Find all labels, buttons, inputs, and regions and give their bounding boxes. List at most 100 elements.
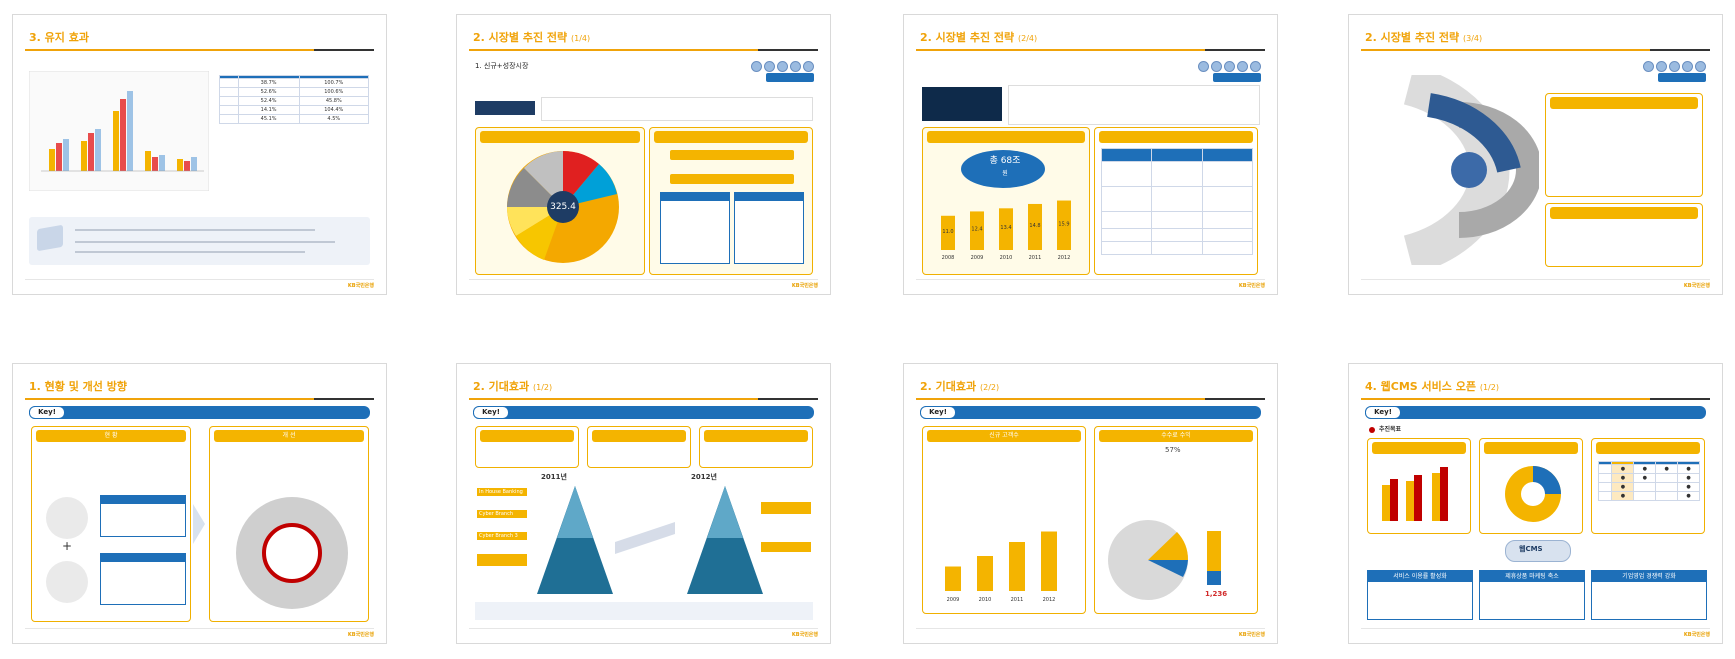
title-rule xyxy=(469,398,818,400)
growth-bars: 11.0 2008 12.4 2009 13.4 2010 14.8 2011 15.9 2012 xyxy=(941,200,1071,261)
document-icon xyxy=(37,224,63,252)
panel-title xyxy=(1596,442,1700,454)
title-rule xyxy=(1361,49,1710,51)
slide-title: 2. 시장별 추진 전략 (1/4) xyxy=(473,29,590,45)
slide-title: 3. 유지 효과 xyxy=(29,31,89,44)
growth-bar xyxy=(970,211,984,250)
key-tag: Key! xyxy=(29,406,65,419)
cell: 104.4% xyxy=(298,105,370,115)
slide-2[interactable]: 2. 시장별 추진 전략 (1/4) 1. 신규+성장시장 325.4 KB국민… xyxy=(456,14,831,295)
note-line xyxy=(75,229,315,231)
panel-title xyxy=(480,430,574,442)
usage-bars xyxy=(1382,467,1448,521)
card-title: 제휴상품 마케팅 축소 xyxy=(1480,571,1584,582)
arc-diagram xyxy=(1403,75,1539,265)
title-rule-dark xyxy=(758,398,818,400)
center-label-pill xyxy=(1505,540,1571,562)
note-line xyxy=(75,251,305,253)
cell: 45.1% xyxy=(237,114,300,124)
customer-bars: 2009 2010 2011 2012 xyxy=(945,531,1057,603)
bottom-card: 서비스 이용률 활성화 xyxy=(1367,570,1473,620)
bottom-card: 기업영업 경쟁력 강화 xyxy=(1591,570,1707,620)
customer-bar xyxy=(1041,531,1057,591)
center-circle xyxy=(262,523,322,583)
partner-logos xyxy=(749,57,814,76)
title-rule-dark xyxy=(314,49,374,51)
brand-logo: KB국민은행 xyxy=(791,283,818,289)
detail-table xyxy=(1100,148,1254,255)
year-label: 2011 xyxy=(1011,597,1024,603)
fee-panel: 수수료 수익 57% 1,236 xyxy=(1094,426,1258,614)
market-tag xyxy=(766,73,814,82)
slide-4[interactable]: 2. 시장별 추진 전략 (3/4) KB국민은행 xyxy=(1348,14,1723,295)
pyramid-label: In House Banking xyxy=(479,489,523,495)
slide-8[interactable]: 4. 웹CMS 서비스 오픈 (1/2) Key! 추진목표 ● ● ● ● ● ● ● … xyxy=(1348,363,1723,644)
title-text: 2. 시장별 추진 전략 xyxy=(920,31,1015,44)
panel-title xyxy=(654,131,808,143)
brand-logo: KB국민은행 xyxy=(1683,283,1710,289)
panel-title xyxy=(1099,131,1253,143)
goal-panel xyxy=(1367,438,1471,534)
left-panel: 총 68조 원 11.0 2008 12.4 2009 13.4 2010 14.8 2011… xyxy=(922,127,1090,275)
pyramid-label: Cyber Branch xyxy=(479,511,513,517)
key-banner: Key! xyxy=(920,406,1261,419)
slide-3[interactable]: 2. 시장별 추진 전략 (2/4) 총 68조 원 11.0 2008 12.4 2… xyxy=(903,14,1278,295)
title-subtitle: (1/2) xyxy=(1479,383,1499,392)
growth-bar xyxy=(999,208,1013,250)
note-line xyxy=(75,241,335,243)
plus-sign: + xyxy=(62,539,73,553)
cell: 14.1% xyxy=(237,105,300,115)
slide-footer: KB국민은행 xyxy=(469,628,818,639)
bar-value-label: 12.4 xyxy=(971,227,982,233)
title-rule xyxy=(25,398,374,400)
title-rule-dark xyxy=(1205,398,1265,400)
benefit-box xyxy=(587,426,691,468)
benefit-box xyxy=(699,426,813,468)
customer-bar xyxy=(977,556,993,591)
row-label xyxy=(219,87,239,97)
table-row: 38.7% 100.7% xyxy=(219,78,370,88)
customer-bar xyxy=(1009,542,1025,591)
top-right-box xyxy=(1545,93,1703,197)
panel-title xyxy=(1550,97,1698,109)
panel-title: 현 황 xyxy=(36,430,186,442)
title-rule xyxy=(1361,398,1710,400)
slide-6[interactable]: 2. 기대효과 (1/2) Key! 2011년 2012년 In House … xyxy=(456,363,831,644)
group-circle xyxy=(46,497,88,539)
slide-7[interactable]: 2. 기대효과 (2/2) Key! 신규 고객수 2009 2010 2011 20… xyxy=(903,363,1278,644)
key-banner: Key! xyxy=(29,406,370,419)
brand-logo: KB국민은행 xyxy=(1238,283,1265,289)
dark-label-box xyxy=(475,101,535,115)
panel-title xyxy=(704,430,808,442)
year-label-left: 2011년 xyxy=(541,473,567,481)
fee-total: 1,236 xyxy=(1205,590,1228,598)
title-rule xyxy=(25,49,374,51)
market-tag xyxy=(1213,73,1261,82)
brand-logo: KB국민은행 xyxy=(347,283,374,289)
table-row: 52.4% 45.8% xyxy=(219,96,370,106)
key-tag: Key! xyxy=(920,406,956,419)
year-label-right: 2012년 xyxy=(691,473,717,481)
left-panel: 325.4 xyxy=(475,127,645,275)
card-title: 서비스 이용률 활성화 xyxy=(1368,571,1472,582)
year-label: 2008 xyxy=(942,255,955,261)
section-heading: 1. 신규+성장시장 xyxy=(475,62,529,70)
goal-panel: ● ● ● ● ● ● ● ● ● ● ● xyxy=(1591,438,1705,534)
key-tag: Key! xyxy=(473,406,509,419)
desc-lines xyxy=(1008,85,1260,125)
right-panel xyxy=(649,127,813,275)
key-banner: Key! xyxy=(473,406,814,419)
slide-title: 2. 기대효과 (1/2) xyxy=(473,378,552,394)
growth-bar xyxy=(1028,203,1042,250)
slide-5[interactable]: 1. 현황 및 개선 방향 Key! 현 황 + 개 선 KB국민은행 xyxy=(12,363,387,644)
group-circle xyxy=(46,561,88,603)
bar-pill xyxy=(670,150,794,160)
improve-panel: 개 선 xyxy=(209,426,369,622)
slide-1[interactable]: 3. 유지 효과 xyxy=(12,14,387,295)
section-heading: 추진목표 xyxy=(1379,426,1402,433)
panel-title xyxy=(480,131,640,143)
benefit-box xyxy=(475,426,579,468)
pyramid-diagram xyxy=(477,486,811,594)
title-rule xyxy=(916,49,1265,51)
customer-bar xyxy=(945,566,961,591)
